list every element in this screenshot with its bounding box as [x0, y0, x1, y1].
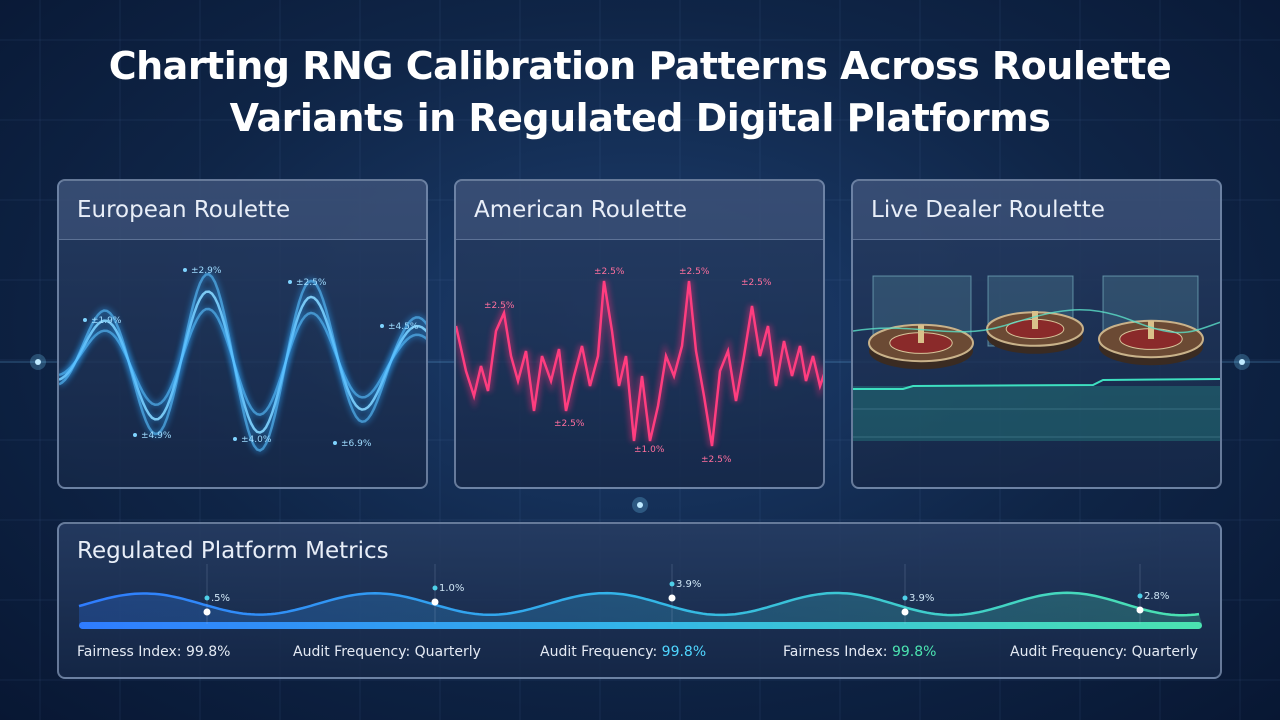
wave-glow: [59, 271, 426, 454]
annotation: ±4.0%: [241, 435, 272, 445]
signal-line: [853, 309, 1220, 334]
marker-dot: [668, 594, 676, 602]
metric-value: Quarterly: [1131, 644, 1198, 660]
marker-bullet: [204, 595, 210, 601]
marker-dot: [203, 608, 211, 616]
marker-dot: [901, 608, 909, 616]
metric-label: Audit Frequency:: [540, 644, 658, 660]
title-line: Charting RNG Calibration Patterns Across…: [108, 44, 1172, 88]
panel: American Roulette ±2.5% ±2.5% ±2.5% ±2.5% ±2…: [454, 179, 825, 489]
floor: [853, 386, 1220, 441]
metric-item: Audit Frequency: 99.8%: [540, 644, 706, 660]
annotation-dot: [183, 268, 187, 272]
annotation: ±2.5%: [554, 419, 585, 429]
annotation-dot: [288, 280, 292, 284]
annotation: ±1.9%: [91, 316, 122, 326]
marker-bullet: [1137, 593, 1143, 599]
panel-title: Live Dealer Roulette: [853, 181, 1220, 240]
annotation: ±2.5%: [741, 278, 772, 288]
annotation-dot: [233, 437, 237, 441]
wave-area: [79, 592, 1202, 624]
marker-dot: [431, 598, 439, 606]
metric-item: Fairness Index: 99.8%: [783, 644, 936, 660]
metric-label: Fairness Index:: [783, 644, 888, 660]
metrics-panel: .5% 1.0% 3.9% 3.9% 2.8% Regulated Platform M…: [57, 522, 1222, 679]
metrics-title: Regulated Platform Metrics: [77, 538, 389, 564]
metric-item: Audit Frequency: Quarterly: [293, 644, 481, 660]
annotation: ±4.9%: [141, 431, 172, 441]
metric-label: Fairness Index:: [77, 644, 182, 660]
metric-value: 99.8%: [185, 644, 231, 660]
spindle: [918, 325, 924, 343]
title-line: Variants in Regulated Digital Platforms: [229, 96, 1051, 140]
annotation: ±4.5%: [388, 322, 419, 332]
metrics-wave: .5% 1.0% 3.9% 3.9% 2.8%: [78, 564, 1202, 629]
metric-value: 99.8%: [661, 644, 707, 660]
marker-label: 3.9%: [676, 579, 701, 590]
page-title: Charting RNG Calibration Patterns Across…: [0, 40, 1280, 144]
marker-bullet: [432, 585, 438, 591]
glow-dot: [1239, 359, 1245, 365]
annotation: ±2.5%: [296, 278, 327, 288]
marker-label: 1.0%: [439, 583, 464, 594]
panel-title: American Roulette: [456, 181, 823, 240]
metric-item: Audit Frequency: Quarterly: [1010, 644, 1198, 660]
level-line: [853, 378, 1220, 390]
wave: [59, 307, 426, 416]
marker-label: 3.9%: [909, 593, 934, 604]
progress-bar: [79, 622, 1202, 629]
glow-dot: [637, 502, 643, 508]
marker-bullet: [669, 581, 675, 587]
live-dealer-view: [853, 275, 1220, 441]
metric-value: Quarterly: [414, 644, 481, 660]
metric-label: Audit Frequency:: [1010, 644, 1128, 660]
annotation-dot: [133, 433, 137, 437]
marker-label: 2.8%: [1144, 591, 1169, 602]
wave: [59, 273, 426, 452]
wave: [456, 280, 823, 447]
annotation: ±2.5%: [679, 267, 710, 277]
metric-label: Audit Frequency:: [293, 644, 411, 660]
annotation-dot: [83, 318, 87, 322]
panel: Live Dealer Roulette: [851, 179, 1222, 489]
marker-dot: [1136, 606, 1144, 614]
spindle: [1032, 311, 1038, 329]
metric-item: Fairness Index: 99.8%: [77, 644, 230, 660]
glow-dot: [35, 359, 41, 365]
annotation: ±2.5%: [701, 455, 732, 465]
spindle: [1148, 321, 1154, 339]
annotation: ±2.9%: [191, 266, 222, 276]
marker-label: .5%: [211, 593, 230, 604]
wave: [78, 591, 1200, 617]
annotation: ±6.9%: [341, 439, 372, 449]
marker-bullet: [902, 595, 908, 601]
panel: European Roulette ±2.9% ±2.5% ±1.9% ±4.5% ±4…: [57, 179, 428, 489]
annotation: ±2.5%: [484, 301, 515, 311]
wave-chart: ±2.5% ±2.5% ±2.5% ±2.5% ±2.5% ±1.0% ±2.5%: [456, 267, 823, 465]
annotation-dot: [333, 441, 337, 445]
annotation: ±2.5%: [594, 267, 625, 277]
annotation: ±1.0%: [634, 445, 665, 455]
wave-chart: ±2.9% ±2.5% ±1.9% ±4.5% ±4.9% ±4.0% ±6.9%: [59, 266, 426, 454]
panel-title: European Roulette: [59, 181, 426, 240]
metric-value: 99.8%: [891, 644, 937, 660]
annotation-dot: [380, 324, 384, 328]
